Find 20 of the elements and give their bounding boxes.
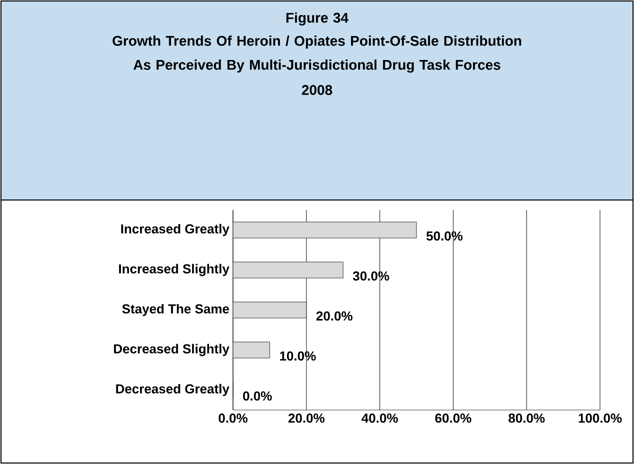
text: 2008 bbox=[302, 85, 332, 95]
x-tick-label: 0.0% bbox=[218, 414, 248, 423]
data-label: 20.0% bbox=[316, 311, 352, 321]
bar bbox=[233, 342, 270, 358]
chart-title: Figure 34 bbox=[286, 12, 348, 26]
bar bbox=[233, 222, 417, 238]
x-tick-label: 40.0% bbox=[362, 414, 398, 423]
y-tick-label: Stayed The Same bbox=[122, 304, 230, 316]
y-tick-label: Increased Greatly bbox=[121, 224, 230, 236]
x-tick-label: 80.0% bbox=[508, 414, 545, 423]
x-tick-label: 60.0% bbox=[435, 414, 472, 423]
x-tick-label: 100.0% bbox=[578, 414, 622, 423]
bar bbox=[233, 262, 344, 278]
y-tick-label: Decreased Greatly bbox=[116, 384, 230, 396]
x-tick-label: 20.0% bbox=[288, 414, 324, 423]
y-tick-label: Decreased Slightly bbox=[114, 344, 230, 356]
y-tick-label: Increased Slightly bbox=[119, 264, 230, 276]
data-label: 0.0% bbox=[243, 391, 272, 401]
bar bbox=[233, 302, 307, 318]
chart-subtitle: Growth Trends Of Heroin / Opiates Point-Of-Sale Distribution As Perceived By Multi-Jurisdictional Drug Task Forces bbox=[112, 36, 522, 73]
